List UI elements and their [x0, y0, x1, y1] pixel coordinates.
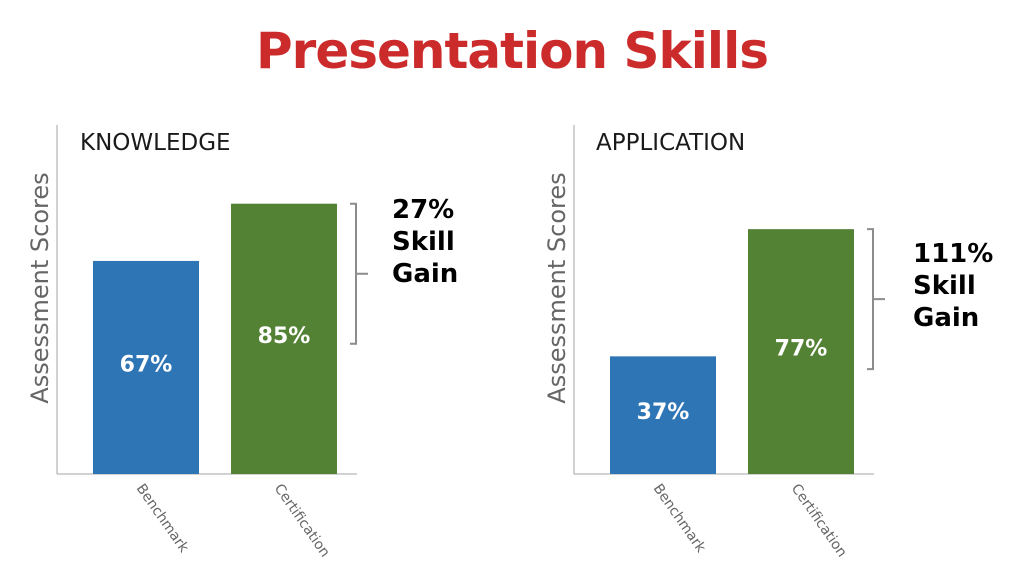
- application-gain-annotation: 111% Skill Gain: [913, 238, 993, 334]
- application-chart-title: APPLICATION: [596, 130, 745, 156]
- knowledge-value-label-1: 85%: [258, 324, 311, 349]
- knowledge-chart-title: KNOWLEDGE: [80, 130, 231, 156]
- page-title: Presentation Skills: [256, 22, 769, 80]
- knowledge-gain-bracket: [350, 202, 368, 345]
- knowledge-gain-line3: Gain: [392, 259, 459, 289]
- application-bar-benchmark: [610, 356, 716, 474]
- application-category-label-1: Certification: [788, 481, 850, 560]
- application-gain-line3: Gain: [913, 303, 980, 333]
- application-y-axis-label: Assessment Scores: [543, 172, 571, 403]
- application-value-label-1: 77%: [775, 337, 828, 362]
- knowledge-bar-certification: [231, 203, 337, 474]
- application-chart: APPLICATION Assessment Scores 37% Benchmark…: [543, 125, 885, 560]
- knowledge-bar-benchmark: [93, 260, 199, 474]
- knowledge-category-label-0: Benchmark: [133, 481, 192, 556]
- knowledge-value-label-0: 67%: [120, 352, 173, 377]
- application-value-label-0: 37%: [637, 400, 690, 425]
- application-gain-value: 111%: [913, 239, 994, 269]
- knowledge-gain-annotation: 27% Skill Gain: [392, 194, 458, 290]
- application-bar-certification: [748, 229, 854, 474]
- knowledge-y-axis-label: Assessment Scores: [26, 172, 54, 403]
- knowledge-category-label-1: Certification: [271, 481, 333, 560]
- application-category-label-0: Benchmark: [650, 481, 709, 556]
- knowledge-gain-line2: Skill: [392, 227, 455, 257]
- application-gain-bracket: [867, 228, 885, 371]
- application-gain-line2: Skill: [913, 271, 976, 301]
- knowledge-chart: KNOWLEDGE Assessment Scores 67% Benchmark 85…: [26, 125, 368, 560]
- knowledge-gain-value: 27%: [392, 195, 455, 225]
